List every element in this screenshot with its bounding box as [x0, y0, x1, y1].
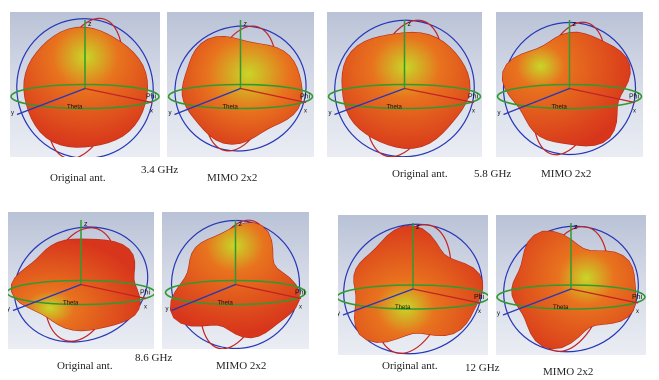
y-axis: [334, 87, 405, 116]
x-axis: [235, 283, 302, 300]
caption-mimo-3.4: MIMO 2x2: [207, 172, 258, 184]
x-axis-label: x: [299, 305, 302, 311]
pattern-plot: z Phi Theta x y: [338, 223, 488, 355]
orbit-ring: [16, 18, 154, 157]
z-axis-label: z: [416, 224, 420, 231]
y-axis: [171, 283, 236, 312]
phi-label: Phi: [474, 294, 485, 301]
caption-mimo-12: MIMO 2x2: [543, 366, 594, 378]
x-axis-label: x: [633, 109, 636, 115]
z-axis-label: z: [239, 221, 243, 228]
theta-label: Theta: [63, 301, 79, 307]
pattern-plot: z Phi Theta x y: [496, 20, 643, 156]
y-axis: [174, 87, 241, 116]
y-axis-label: y: [498, 111, 501, 117]
x-axis-label: x: [304, 109, 307, 115]
phi-label: Phi: [629, 94, 640, 101]
x-axis: [412, 288, 481, 304]
x-axis-label: x: [478, 309, 481, 315]
y-axis: [503, 87, 570, 116]
y-axis-label: y: [166, 307, 169, 313]
caption-mimo-5.8: MIMO 2x2: [541, 168, 592, 180]
radiation-pattern: [181, 35, 303, 145]
caption-original-8.6: Original ant.: [57, 360, 113, 372]
x-axis-label: x: [150, 109, 153, 115]
x-axis: [84, 87, 153, 104]
theta-label: Theta: [552, 105, 568, 111]
x-axis: [569, 87, 636, 104]
x-axis-label: x: [472, 109, 475, 115]
pattern-panel-3.4-mimo: z Phi Theta x y: [167, 12, 314, 157]
caption-original-5.8: Original ant.: [392, 168, 448, 180]
y-axis-label: y: [11, 111, 14, 117]
theta-label: Theta: [387, 105, 403, 111]
caption-original-12: Original ant.: [382, 360, 438, 372]
pattern-plot: z Phi Theta x y: [327, 19, 482, 157]
theta-label: Theta: [395, 305, 411, 311]
z-axis-label: z: [573, 21, 577, 28]
pattern-plot: z Phi Theta x y: [496, 223, 646, 353]
x-axis: [570, 288, 639, 304]
orbit-ring: [503, 225, 639, 353]
frequency-label-5.8: 5.8 GHz: [474, 168, 512, 180]
phi-label: Phi: [300, 94, 311, 101]
x-axis-label: x: [144, 305, 147, 311]
pattern-panel-5.8-mimo: z Phi Theta x y: [496, 12, 643, 157]
phi-label: Phi: [140, 290, 151, 297]
pattern-panel-5.8-original: z Phi Theta x y: [327, 12, 482, 157]
pattern-plot: z Phi Theta x y: [8, 220, 154, 343]
caption-original-3.4: Original ant.: [50, 172, 106, 184]
z-axis-label: z: [574, 224, 578, 231]
frequency-label-8.6: 8.6 GHz: [135, 352, 173, 364]
pattern-plot: z Phi Theta x y: [10, 17, 160, 157]
theta-label: Theta: [223, 105, 239, 111]
x-axis-label: x: [636, 309, 639, 315]
y-axis: [342, 288, 414, 316]
pattern-plot: z Phi Theta x y: [164, 219, 307, 349]
frequency-label-12: 12 GHz: [465, 362, 500, 374]
radiation-pattern: [10, 238, 141, 332]
pattern-panel-12-original: z Phi Theta x y: [338, 215, 488, 355]
pattern-panel-8.6-mimo: z Phi Theta x y: [162, 212, 309, 349]
y-axis: [502, 288, 572, 316]
phi-label: Phi: [632, 294, 643, 301]
caption-mimo-8.6: MIMO 2x2: [216, 360, 267, 372]
phi-label: Phi: [146, 94, 157, 101]
pattern-plot: z Phi Theta x y: [167, 20, 314, 152]
y-axis: [16, 87, 86, 116]
x-axis: [240, 87, 307, 104]
pattern-panel-8.6-original: z Phi Theta x y: [8, 212, 154, 349]
radiation-pattern: [353, 225, 484, 343]
frequency-label-3.4: 3.4 GHz: [141, 164, 179, 176]
phi-label: Phi: [468, 94, 479, 101]
z-axis-label: z: [88, 21, 92, 28]
orbit-ring: [13, 226, 149, 343]
y-axis-label: y: [338, 311, 340, 317]
y-axis-label: y: [497, 311, 500, 317]
y-axis-label: y: [8, 307, 10, 313]
y-axis: [12, 283, 82, 312]
z-axis-label: z: [84, 221, 88, 228]
radiation-pattern: [341, 31, 471, 149]
orbit-ring: [174, 25, 307, 152]
z-axis-label: z: [244, 21, 248, 28]
orbit-ring: [502, 21, 637, 156]
pattern-panel-12-mimo: z Phi Theta x y: [496, 215, 646, 355]
theta-label: Theta: [553, 305, 569, 311]
x-axis: [80, 283, 147, 300]
phi-label: Phi: [295, 290, 306, 297]
y-axis-label: y: [169, 111, 172, 117]
theta-label: Theta: [67, 105, 83, 111]
pattern-panel-3.4-original: z Phi Theta x y: [10, 12, 160, 157]
theta-label: Theta: [218, 301, 234, 307]
z-axis-label: z: [408, 21, 412, 28]
y-axis-label: y: [329, 111, 332, 117]
x-axis: [404, 87, 475, 104]
